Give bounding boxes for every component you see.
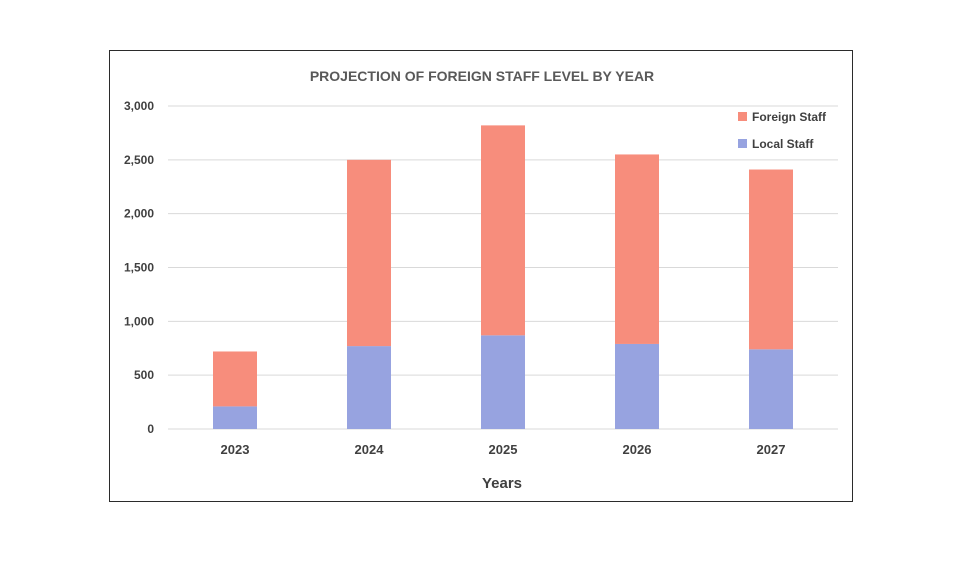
bar-local-staff-2025 [481,335,525,429]
y-axis-ticks: 0 500 1,000 1,500 2,000 2,500 3,000 [124,99,154,436]
chart-title: PROJECTION OF FOREIGN STAFF LEVEL BY YEA… [310,68,654,84]
y-tick-label: 3,000 [124,99,154,113]
bar-foreign-staff-2027 [749,169,793,350]
x-axis-label: Years [482,475,522,492]
y-tick-label: 1,500 [124,261,154,275]
legend: Foreign Staff Local Staff [738,110,827,151]
stacked-bar-chart: PROJECTION OF FOREIGN STAFF LEVEL BY YEA… [124,68,838,492]
bar-local-staff-2024 [347,346,391,429]
legend-label: Local Staff [752,137,814,151]
bar-local-staff-2027 [749,349,793,429]
legend-swatch [738,139,747,148]
bar-foreign-staff-2025 [481,125,525,336]
x-tick-label: 2027 [757,442,786,457]
y-tick-label: 2,000 [124,207,154,221]
y-tick-label: 0 [147,422,154,436]
chart-frame: PROJECTION OF FOREIGN STAFF LEVEL BY YEA… [109,50,853,502]
x-tick-label: 2026 [623,442,652,457]
x-axis-ticks: 2023 2024 2025 2026 2027 [221,442,786,457]
legend-label: Foreign Staff [752,110,827,124]
bar-foreign-staff-2026 [615,154,659,344]
bars [213,125,793,429]
x-tick-label: 2024 [355,442,385,457]
y-tick-label: 1,000 [124,314,154,328]
bar-foreign-staff-2024 [347,159,391,347]
legend-swatch [738,112,747,121]
bar-foreign-staff-2023 [213,351,257,407]
x-tick-label: 2023 [221,442,250,457]
bar-local-staff-2023 [213,406,257,429]
y-tick-label: 2,500 [124,153,154,167]
bar-local-staff-2026 [615,343,659,429]
x-tick-label: 2025 [489,442,518,457]
y-tick-label: 500 [134,368,154,382]
